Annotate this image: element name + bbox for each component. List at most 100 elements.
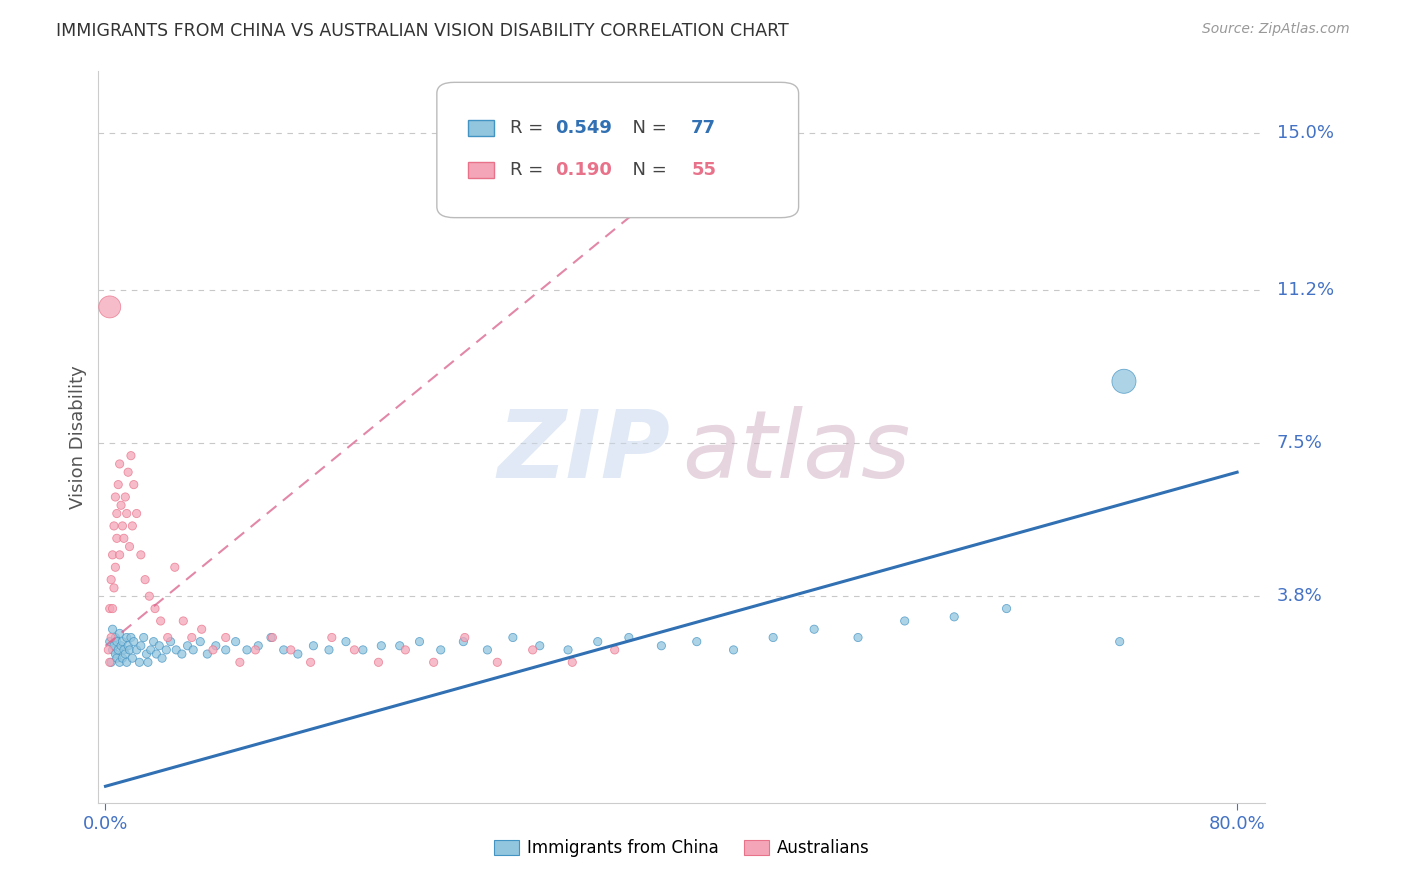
Point	[108, 548, 131, 562]
Point	[107, 477, 129, 491]
Point	[370, 639, 392, 653]
Point	[522, 643, 544, 657]
Point	[103, 581, 125, 595]
Point	[180, 631, 202, 645]
Point	[408, 634, 430, 648]
Text: 0.549: 0.549	[555, 120, 612, 137]
Point	[190, 622, 212, 636]
Text: Source: ZipAtlas.com: Source: ZipAtlas.com	[1202, 22, 1350, 37]
Text: 11.2%: 11.2%	[1277, 281, 1334, 300]
Point	[215, 643, 238, 657]
Point	[159, 634, 181, 648]
Point	[112, 532, 135, 546]
Text: N =: N =	[621, 120, 672, 137]
Point	[142, 634, 165, 648]
Point	[118, 540, 141, 554]
Point	[145, 647, 167, 661]
Point	[195, 647, 218, 661]
Point	[111, 634, 134, 648]
Point	[557, 643, 579, 657]
Point	[121, 519, 143, 533]
Point	[111, 651, 134, 665]
Point	[122, 477, 145, 491]
Point	[225, 634, 247, 648]
Point	[215, 631, 238, 645]
Point	[135, 647, 157, 661]
Text: 77: 77	[692, 120, 716, 137]
Point	[422, 655, 444, 669]
Point	[486, 655, 509, 669]
Point	[617, 631, 640, 645]
Point	[115, 631, 138, 645]
Text: N =: N =	[621, 161, 672, 179]
Point	[110, 498, 132, 512]
Point	[128, 655, 150, 669]
Text: 15.0%: 15.0%	[1277, 124, 1333, 143]
Text: IMMIGRANTS FROM CHINA VS AUSTRALIAN VISION DISABILITY CORRELATION CHART: IMMIGRANTS FROM CHINA VS AUSTRALIAN VISI…	[56, 22, 789, 40]
Point	[103, 639, 125, 653]
Point	[205, 639, 228, 653]
Point	[104, 631, 127, 645]
Point	[117, 639, 139, 653]
Text: ZIP: ZIP	[498, 406, 671, 498]
FancyBboxPatch shape	[468, 120, 494, 136]
Point	[302, 639, 325, 653]
Point	[105, 532, 128, 546]
Point	[101, 601, 124, 615]
Text: 55: 55	[692, 161, 716, 179]
Point	[139, 643, 162, 657]
Point	[108, 655, 131, 669]
Point	[1108, 634, 1130, 648]
Point	[134, 573, 156, 587]
Text: atlas: atlas	[682, 406, 910, 497]
Point	[105, 634, 128, 648]
Point	[104, 490, 127, 504]
Point	[105, 507, 128, 521]
Point	[125, 507, 148, 521]
Point	[118, 643, 141, 657]
Point	[100, 573, 122, 587]
Point	[112, 643, 135, 657]
Point	[846, 631, 869, 645]
Point	[388, 639, 411, 653]
Text: 3.8%: 3.8%	[1277, 587, 1322, 605]
Point	[100, 631, 122, 645]
Point	[165, 643, 187, 657]
Point	[108, 626, 131, 640]
Text: 0.190: 0.190	[555, 161, 612, 179]
Point	[502, 631, 524, 645]
Point	[98, 601, 121, 615]
Point	[453, 634, 475, 648]
Legend: Immigrants from China, Australians: Immigrants from China, Australians	[486, 832, 877, 864]
Point	[98, 655, 121, 669]
Point	[247, 639, 270, 653]
Point	[318, 643, 340, 657]
Point	[156, 631, 179, 645]
Point	[100, 655, 122, 669]
Point	[477, 643, 499, 657]
Point	[114, 490, 136, 504]
Y-axis label: Vision Disability: Vision Disability	[69, 365, 87, 509]
Point	[603, 643, 626, 657]
Point	[335, 634, 357, 648]
Text: R =: R =	[510, 161, 550, 179]
Point	[121, 651, 143, 665]
Point	[170, 647, 193, 661]
Point	[352, 643, 374, 657]
Point	[122, 634, 145, 648]
Point	[201, 643, 224, 657]
Point	[529, 639, 551, 653]
Point	[172, 614, 194, 628]
Point	[108, 457, 131, 471]
Point	[321, 631, 343, 645]
Point	[995, 601, 1018, 615]
Point	[107, 643, 129, 657]
Point	[115, 507, 138, 521]
Point	[115, 655, 138, 669]
Point	[155, 643, 177, 657]
Point	[454, 631, 477, 645]
Point	[114, 647, 136, 661]
Point	[236, 643, 259, 657]
Point	[129, 548, 152, 562]
Point	[120, 449, 142, 463]
